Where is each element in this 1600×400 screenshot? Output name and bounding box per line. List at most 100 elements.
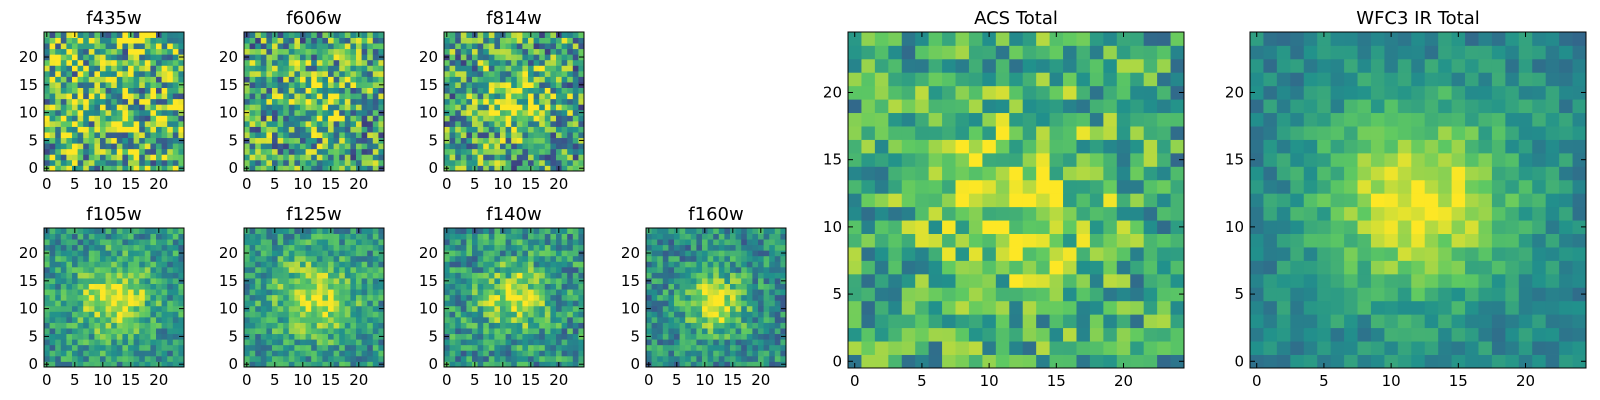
heatmap-cell	[88, 316, 95, 323]
heatmap-cell	[105, 148, 112, 155]
heatmap-cell	[685, 350, 692, 357]
heatmap-cell	[100, 143, 106, 150]
heatmap-cell	[305, 350, 312, 357]
heatmap-cell	[702, 272, 708, 279]
heatmap-cell	[344, 87, 351, 94]
heatmap-cell	[305, 48, 312, 55]
heatmap-cell	[500, 104, 506, 111]
heatmap-cell	[702, 344, 708, 351]
heatmap-cell	[105, 266, 112, 273]
heatmap-cell	[505, 82, 512, 88]
heatmap-cell	[1116, 287, 1131, 302]
heatmap-cell	[339, 59, 346, 66]
heatmap-cell	[528, 76, 534, 83]
heatmap-cell	[367, 311, 374, 318]
heatmap-cell	[311, 361, 318, 368]
heatmap-cell	[372, 305, 379, 312]
heatmap-cell	[260, 137, 267, 144]
heatmap-cell	[522, 137, 529, 144]
heatmap-cell	[288, 278, 295, 284]
heatmap-cell	[167, 355, 174, 362]
heatmap-cell	[928, 260, 943, 275]
heatmap-cell	[500, 37, 506, 44]
heatmap-cell	[483, 333, 490, 340]
heatmap-cell	[730, 344, 736, 351]
heatmap-cell	[511, 54, 518, 61]
heatmap-cell	[662, 255, 669, 262]
heatmap-cell	[539, 311, 546, 318]
heatmap-cell	[1076, 300, 1091, 315]
heatmap-cell	[111, 311, 118, 318]
heatmap-cell	[730, 244, 736, 251]
heatmap-cell	[674, 322, 680, 329]
heatmap-cell	[567, 333, 574, 340]
heatmap-cell	[328, 159, 334, 166]
heatmap-cell	[449, 70, 456, 77]
heatmap-cell	[60, 32, 67, 38]
heatmap-cell	[646, 294, 652, 301]
heatmap-cell	[350, 43, 357, 50]
heatmap-cell	[105, 350, 112, 357]
heatmap-cell	[361, 93, 368, 100]
heatmap-cell	[494, 305, 501, 312]
heatmap-cell	[735, 250, 742, 257]
heatmap-cell	[66, 87, 73, 94]
heatmap-cell	[255, 109, 262, 116]
heatmap-cell	[539, 361, 546, 368]
heatmap-cell	[150, 278, 157, 284]
heatmap-cell	[116, 154, 123, 161]
heatmap-cell	[116, 255, 123, 262]
heatmap-cell	[780, 322, 787, 329]
heatmap-cell	[483, 244, 490, 251]
heatmap-cell	[561, 65, 568, 72]
heatmap-cell	[255, 87, 262, 94]
heatmap-cell	[83, 361, 90, 368]
heatmap-cell	[100, 328, 106, 335]
heatmap-cell	[1103, 193, 1118, 208]
heatmap-cell	[528, 233, 534, 240]
heatmap-cell	[94, 32, 101, 38]
heatmap-cell	[72, 355, 78, 362]
heatmap-cell	[77, 98, 84, 105]
heatmap-cell	[255, 344, 262, 351]
heatmap-cell	[511, 261, 518, 268]
heatmap-cell	[77, 154, 84, 161]
heatmap-cell	[244, 300, 250, 307]
heatmap-cell	[122, 344, 129, 351]
heatmap-cell	[444, 322, 450, 329]
heatmap-cell	[322, 233, 329, 240]
heatmap-cell	[55, 143, 62, 150]
heatmap-cell	[144, 143, 151, 150]
heatmap-cell	[156, 126, 162, 133]
heatmap-cell	[915, 193, 930, 208]
heatmap-cell	[522, 244, 529, 251]
heatmap-cell	[460, 32, 467, 38]
heatmap-cell	[1143, 327, 1158, 342]
heatmap-cell	[277, 82, 284, 88]
heatmap-cell	[477, 76, 484, 83]
heatmap-cell	[150, 87, 157, 94]
heatmap-cell	[572, 333, 579, 340]
heatmap-cell	[105, 143, 112, 150]
heatmap-cell	[49, 305, 56, 312]
heatmap-cell	[500, 82, 506, 88]
heatmap-cell	[244, 37, 250, 44]
heatmap-cell	[662, 333, 669, 340]
heatmap-cell	[533, 65, 540, 72]
heatmap-cell	[244, 328, 250, 335]
heatmap-cell	[901, 314, 916, 329]
heatmap-cell	[105, 54, 112, 61]
heatmap-cell	[339, 244, 346, 251]
heatmap-cell	[77, 132, 84, 139]
heatmap-cell	[662, 294, 669, 301]
heatmap-cell	[260, 82, 267, 88]
heatmap-cell	[511, 70, 518, 77]
heatmap-cell	[718, 266, 725, 273]
heatmap-cell	[550, 311, 557, 318]
heatmap-cell	[483, 311, 490, 318]
heatmap-cell	[294, 272, 301, 279]
heatmap-cell	[874, 166, 889, 181]
heatmap-cell	[505, 316, 512, 323]
heatmap-cell	[294, 120, 301, 127]
heatmap-cell	[460, 70, 467, 77]
